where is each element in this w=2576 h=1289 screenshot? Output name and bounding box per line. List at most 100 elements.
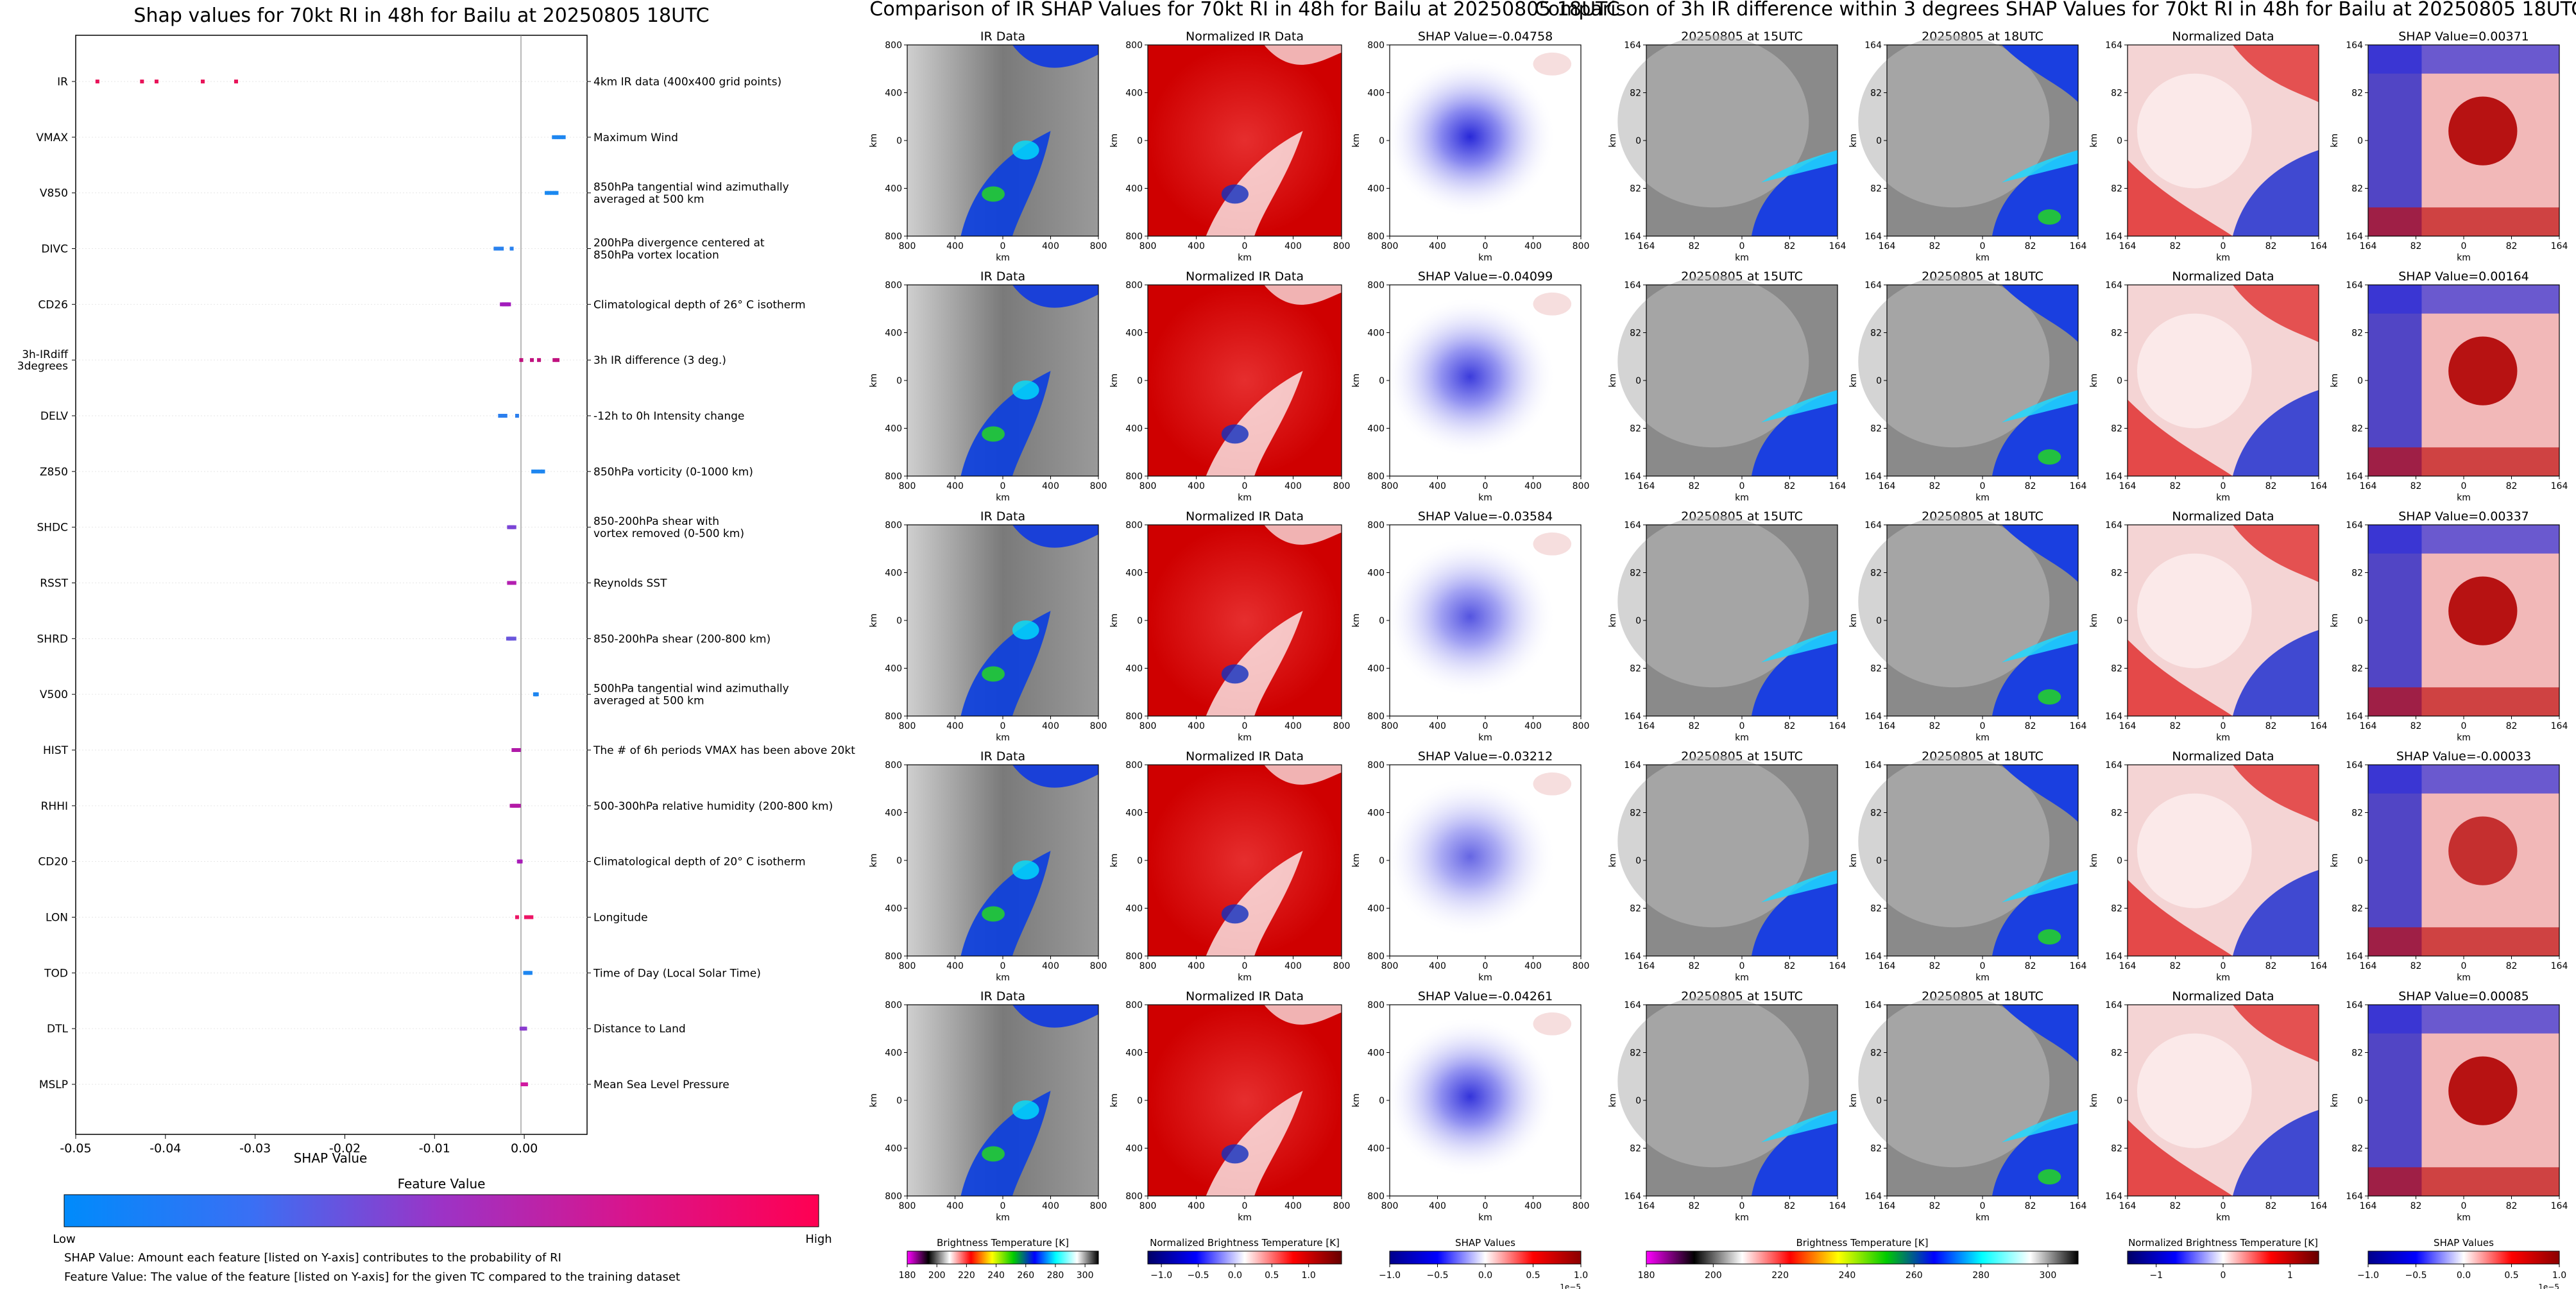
panel-title: SHAP Value=0.00371	[2398, 30, 2529, 44]
x-tick-label: 0	[1000, 721, 1006, 731]
shap-point	[519, 358, 524, 363]
y-axis-label: km	[1351, 613, 1361, 627]
diff-cloud-shield	[1617, 995, 1809, 1168]
irdiff-comparison-title: Comparison of 3h IR difference within 3 …	[1535, 0, 2576, 21]
y-tick-label: 82	[2111, 329, 2122, 339]
panel-title: Normalized Data	[2172, 30, 2274, 44]
y-tick-label: 0	[1876, 1096, 1882, 1106]
y-tick-label: 0	[2117, 616, 2122, 626]
colorbar-tick-label: 300	[2040, 1270, 2057, 1281]
y-tick-label: 800	[885, 40, 902, 51]
y-tick-label: 400	[885, 904, 902, 914]
x-tick-label: 0	[1242, 721, 1248, 731]
shap-point	[509, 246, 514, 251]
x-tick-label: 164	[2070, 241, 2087, 252]
x-axis-label: km	[1975, 1213, 1990, 1223]
y-tick-label: 0	[896, 376, 902, 386]
y-axis-label: km	[1351, 133, 1361, 148]
y-tick-label: 0	[1137, 376, 1143, 386]
y-tick-label: 0	[2357, 376, 2363, 386]
y-tick-label: 800	[1367, 280, 1385, 291]
y-tick-label: 800	[885, 232, 902, 242]
y-tick-label: 82	[1630, 808, 1641, 819]
y-tick-label: 82	[2111, 184, 2122, 194]
feature-label: DELV	[40, 410, 68, 423]
y-axis-label: km	[2089, 373, 2099, 388]
y-tick-label: 164	[2346, 952, 2363, 962]
y-tick-label: 400	[885, 1144, 902, 1154]
y-tick-label: 164	[2346, 1191, 2363, 1202]
normdiff-cold-band	[2232, 869, 2319, 956]
shap-point	[154, 80, 158, 83]
y-tick-label: 164	[1864, 712, 1882, 722]
shapdiff-top-negative	[2368, 765, 2559, 794]
x-tick-label: 82	[2265, 1201, 2277, 1211]
y-tick-label: 82	[2351, 1048, 2363, 1059]
x-tick-label: 82	[2410, 961, 2422, 971]
x-tick-label: 800	[1381, 961, 1399, 971]
x-tick-label: 800	[1381, 1201, 1399, 1211]
colorbar-tick-label: 1.0	[1302, 1270, 1316, 1281]
summary-x-ticks: -0.05 -0.04 -0.03 -0.02 -0.01 0.00	[60, 1134, 538, 1156]
feature-description: 500hPa tangential wind azimuthally	[593, 683, 789, 696]
x-tick-label: 400	[1042, 1201, 1059, 1211]
x-tick-label: 164	[2070, 481, 2087, 491]
x-axis-label: km	[1975, 253, 1990, 263]
y-axis-label: km	[2089, 1093, 2099, 1107]
feature-description: 850hPa tangential wind azimuthally	[593, 181, 789, 194]
panel-title: Normalized Data	[2172, 989, 2274, 1003]
x-tick-label: 0	[2221, 241, 2226, 252]
x-tick-label: 82	[2170, 481, 2181, 491]
normdiff-upper-band	[2232, 765, 2319, 823]
shap-point	[534, 692, 539, 697]
y-tick-label: 164	[2346, 520, 2363, 531]
feature-description: 4km IR data (400x400 grid points)	[593, 76, 781, 89]
x-tick-label: 800	[1573, 721, 1590, 731]
panel-title: IR Data	[980, 30, 1025, 44]
x-tick-label: 82	[2025, 721, 2036, 731]
x-tick-label: 82	[1784, 961, 1796, 971]
x-tick-label: 800	[1381, 241, 1399, 252]
y-tick-label: 164	[2105, 40, 2122, 51]
x-tick-label: 82	[2025, 241, 2036, 252]
x-tick-label: 0	[1739, 721, 1745, 731]
shap-point	[516, 748, 521, 752]
ir-cyan-cells	[1012, 620, 1039, 640]
x-tick-label: 800	[1333, 1201, 1351, 1211]
norm-cold-band	[1206, 851, 1303, 956]
x-tick-label: 164	[2119, 481, 2137, 491]
y-tick-label: 800	[885, 1000, 902, 1011]
ir-coldest-cells	[982, 186, 1005, 202]
norm-coldest-cells	[1221, 664, 1249, 684]
shap-point	[524, 915, 528, 919]
y-tick-label: 164	[1624, 760, 1641, 771]
x-tick-label: 82	[2265, 241, 2277, 252]
colorbar-tick-label: −1.0	[1379, 1270, 1401, 1281]
norm-cold-band	[1206, 131, 1303, 236]
x-axis-label: km	[2457, 733, 2471, 743]
x-tick-label: 164	[1879, 241, 1896, 252]
feature-description: 200hPa divergence centered at	[593, 237, 765, 250]
colorbar	[907, 1251, 1099, 1265]
diff-cloud-shield	[1617, 275, 1809, 448]
shapdiff-top-negative	[2368, 1005, 2559, 1034]
shapdiff-positive-core	[2448, 576, 2518, 645]
x-tick-label: 0	[1739, 1201, 1745, 1211]
y-tick-label: 400	[885, 424, 902, 434]
colorbar-low-label: Low	[53, 1233, 75, 1246]
feature-description: vortex removed (0-500 km)	[593, 527, 744, 540]
normdiff-warm-core	[2137, 1033, 2252, 1148]
x-axis-label: km	[1478, 253, 1492, 263]
y-tick-label: 0	[2117, 136, 2122, 146]
colorbar	[2367, 1251, 2560, 1265]
ir-comparison-title: Comparison of IR SHAP Values for 70kt RI…	[869, 0, 1619, 21]
x-tick-label: 400	[1284, 721, 1302, 731]
x-tick-label: 800	[1573, 961, 1590, 971]
diff-upper-convection	[2001, 525, 2078, 583]
colorbar-tick-label: −1.0	[2357, 1270, 2379, 1281]
y-tick-label: 0	[1137, 1096, 1143, 1106]
x-tick-label: 164	[2551, 961, 2568, 971]
y-tick-label: 164	[1864, 760, 1882, 771]
x-tick-label: 82	[2410, 241, 2422, 252]
y-tick-label: 800	[885, 712, 902, 722]
